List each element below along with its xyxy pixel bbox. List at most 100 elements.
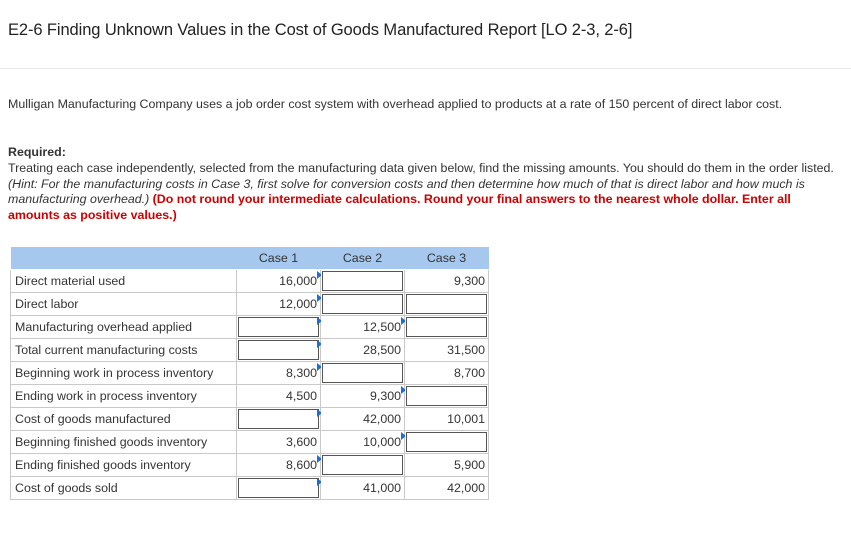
required-text: Treating each case independently, select… bbox=[8, 161, 838, 223]
problem-intro: Mulligan Manufacturing Company uses a jo… bbox=[8, 97, 783, 111]
case-3-cell: 31,500 bbox=[404, 338, 489, 362]
cell-value: 5,900 bbox=[453, 458, 485, 472]
flag-marker-icon bbox=[401, 317, 406, 325]
flag-marker-icon bbox=[401, 432, 406, 440]
cell-value: 8,600 bbox=[285, 458, 317, 472]
case-2-cell: 41,000 bbox=[320, 476, 405, 500]
case-2-cell[interactable] bbox=[320, 453, 405, 477]
case-3-cell[interactable] bbox=[404, 315, 489, 339]
flag-marker-icon bbox=[317, 317, 322, 325]
table-row: Total current manufacturing costs 28,500 3… bbox=[10, 338, 489, 362]
cell-value: 12,500 bbox=[363, 320, 401, 334]
cell-value: 9,300 bbox=[453, 274, 485, 288]
required-instruction: (Do not round your intermediate calculat… bbox=[8, 192, 791, 222]
row-label: Ending finished goods inventory bbox=[10, 453, 237, 477]
table-row: Direct labor 12,000 bbox=[10, 292, 489, 316]
answer-input[interactable] bbox=[238, 317, 319, 337]
answer-input[interactable] bbox=[406, 386, 487, 406]
case-3-cell[interactable] bbox=[404, 430, 489, 454]
table-row: Beginning finished goods inventory 3,600 1… bbox=[10, 430, 489, 454]
flag-marker-icon bbox=[317, 455, 322, 463]
cell-value: 31,500 bbox=[447, 343, 485, 357]
flag-marker-icon bbox=[317, 409, 322, 417]
case-1-cell: 8,300 bbox=[236, 361, 322, 385]
cell-value: 16,000 bbox=[279, 274, 317, 288]
required-hint: (Hint: For the manufacturing costs in Ca… bbox=[8, 176, 805, 207]
case-1-cell[interactable] bbox=[236, 315, 322, 339]
case-1-cell[interactable] bbox=[236, 476, 322, 500]
cell-value: 10,000 bbox=[363, 435, 401, 449]
answer-input[interactable] bbox=[406, 317, 487, 337]
column-header-case-2: Case 2 bbox=[320, 247, 405, 270]
case-2-cell[interactable] bbox=[320, 361, 405, 385]
table-header-row: Case 1 Case 2 Case 3 bbox=[10, 247, 489, 270]
cell-value: 12,000 bbox=[279, 297, 317, 311]
case-3-cell: 10,001 bbox=[404, 407, 489, 431]
flag-marker-icon bbox=[401, 386, 406, 394]
case-1-cell[interactable] bbox=[236, 338, 322, 362]
row-label: Beginning finished goods inventory bbox=[10, 430, 237, 454]
row-label: Beginning work in process inventory bbox=[10, 361, 237, 385]
case-2-cell[interactable] bbox=[320, 269, 405, 293]
flag-marker-icon bbox=[317, 271, 322, 279]
case-3-cell: 8,700 bbox=[404, 361, 489, 385]
answer-input[interactable] bbox=[322, 363, 403, 383]
table-row: Cost of goods manufactured 42,000 10,001 bbox=[10, 407, 489, 431]
case-1-cell: 12,000 bbox=[236, 292, 322, 316]
row-label: Cost of goods sold bbox=[10, 476, 237, 500]
answer-input[interactable] bbox=[322, 271, 403, 291]
case-2-cell: 28,500 bbox=[320, 338, 405, 362]
cost-table: Case 1 Case 2 Case 3 Direct material use… bbox=[10, 247, 489, 500]
case-2-cell: 12,500 bbox=[320, 315, 406, 339]
flag-marker-icon bbox=[317, 363, 322, 371]
case-1-cell: 4,500 bbox=[236, 384, 321, 408]
column-header-case-3: Case 3 bbox=[404, 247, 489, 270]
column-header-case-1: Case 1 bbox=[236, 247, 321, 270]
case-2-cell[interactable] bbox=[320, 292, 405, 316]
table-row: Ending finished goods inventory 8,600 5,90… bbox=[10, 453, 489, 477]
case-3-cell: 5,900 bbox=[404, 453, 489, 477]
table-row: Beginning work in process inventory 8,300… bbox=[10, 361, 489, 385]
table-row: Ending work in process inventory 4,500 9,3… bbox=[10, 384, 489, 408]
row-label: Ending work in process inventory bbox=[10, 384, 237, 408]
answer-input[interactable] bbox=[238, 409, 319, 429]
case-1-cell: 8,600 bbox=[236, 453, 322, 477]
answer-input[interactable] bbox=[406, 294, 487, 314]
case-3-cell[interactable] bbox=[404, 292, 489, 316]
cell-value: 42,000 bbox=[447, 481, 485, 495]
flag-marker-icon bbox=[317, 478, 322, 486]
cell-value: 4,500 bbox=[285, 389, 317, 403]
case-3-cell: 9,300 bbox=[404, 269, 489, 293]
row-label: Total current manufacturing costs bbox=[10, 338, 237, 362]
answer-input[interactable] bbox=[406, 432, 487, 452]
table-row: Direct material used 16,000 9,300 bbox=[10, 269, 489, 293]
row-label: Cost of goods manufactured bbox=[10, 407, 237, 431]
required-plain-text: Treating each case independently, select… bbox=[8, 161, 834, 175]
cell-value: 9,300 bbox=[369, 389, 401, 403]
case-1-cell: 3,600 bbox=[236, 430, 321, 454]
cell-value: 8,300 bbox=[285, 366, 317, 380]
cell-value: 41,000 bbox=[363, 481, 401, 495]
title-divider bbox=[0, 68, 851, 69]
case-1-cell[interactable] bbox=[236, 407, 322, 431]
row-label: Direct labor bbox=[10, 292, 237, 316]
table-row: Cost of goods sold 41,000 42,000 bbox=[10, 476, 489, 500]
answer-input[interactable] bbox=[238, 478, 319, 498]
answer-input[interactable] bbox=[238, 340, 319, 360]
case-1-cell: 16,000 bbox=[236, 269, 322, 293]
case-3-cell[interactable] bbox=[404, 384, 489, 408]
cell-value: 10,001 bbox=[447, 412, 485, 426]
cell-value: 3,600 bbox=[285, 435, 317, 449]
answer-input[interactable] bbox=[322, 455, 403, 475]
cell-value: 8,700 bbox=[453, 366, 485, 380]
cell-value: 42,000 bbox=[363, 412, 401, 426]
cell-value: 28,500 bbox=[363, 343, 401, 357]
answer-input[interactable] bbox=[322, 294, 403, 314]
row-label: Direct material used bbox=[10, 269, 237, 293]
table-row: Manufacturing overhead applied 12,500 bbox=[10, 315, 489, 339]
case-2-cell: 10,000 bbox=[320, 430, 406, 454]
required-heading: Required: bbox=[8, 145, 66, 159]
table-body: Direct material used 16,000 9,300 Direct la… bbox=[10, 269, 489, 500]
case-3-cell: 42,000 bbox=[404, 476, 489, 500]
case-2-cell: 9,300 bbox=[320, 384, 406, 408]
